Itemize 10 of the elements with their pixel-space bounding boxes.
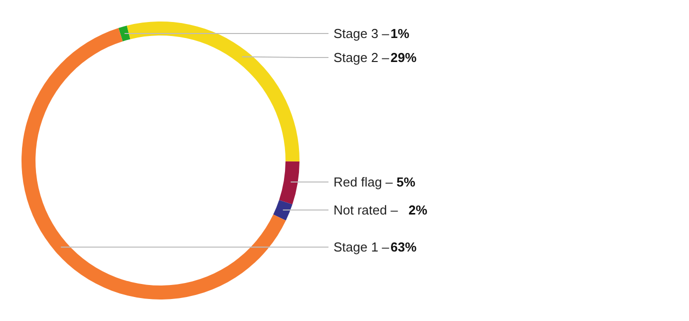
slice-label: Red flag – <box>334 174 394 190</box>
slice-label: Not rated – <box>334 202 399 218</box>
slice-label: Stage 3 – <box>334 26 390 41</box>
data-label: 29% <box>390 50 417 65</box>
data-label: 2% <box>408 202 428 218</box>
data-label: 63% <box>390 240 417 255</box>
data-label: 1% <box>390 26 410 41</box>
slice-label: Stage 2 – <box>334 50 390 65</box>
slice-label: Stage 1 – <box>334 240 390 255</box>
data-label: 5% <box>396 174 416 190</box>
